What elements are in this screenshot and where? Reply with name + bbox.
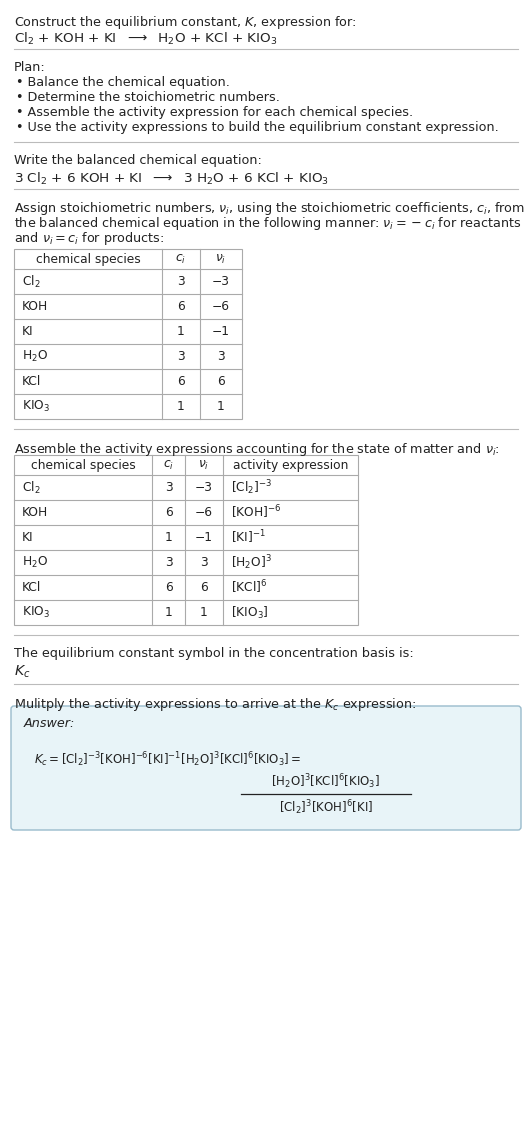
Text: 1: 1 [177,325,185,338]
Text: Cl$_2$ + KOH + KI  $\longrightarrow$  H$_2$O + KCl + KIO$_3$: Cl$_2$ + KOH + KI $\longrightarrow$ H$_2… [14,31,278,48]
Text: KI: KI [22,325,34,338]
Text: 6: 6 [164,506,172,518]
Text: • Use the activity expressions to build the equilibrium constant expression.: • Use the activity expressions to build … [16,121,499,134]
Text: Answer:: Answer: [24,717,75,730]
Text: 6: 6 [164,581,172,594]
Text: 3: 3 [177,350,185,363]
Text: 6: 6 [177,375,185,388]
Text: KOH: KOH [22,506,48,518]
Text: chemical species: chemical species [36,252,140,266]
Text: [Cl$_2$]$^{-3}$: [Cl$_2$]$^{-3}$ [231,478,272,497]
Text: −1: −1 [212,325,230,338]
Text: • Balance the chemical equation.: • Balance the chemical equation. [16,76,230,89]
Text: Write the balanced chemical equation:: Write the balanced chemical equation: [14,154,262,168]
Text: −3: −3 [195,481,213,494]
Text: −6: −6 [212,300,230,314]
Text: Cl$_2$: Cl$_2$ [22,274,40,290]
Text: [KOH]$^{-6}$: [KOH]$^{-6}$ [231,504,281,521]
Text: [KCl]$^6$: [KCl]$^6$ [231,578,268,597]
Text: 1: 1 [177,400,185,413]
Text: activity expression: activity expression [233,458,348,472]
Text: 1: 1 [164,606,172,619]
Text: • Assemble the activity expression for each chemical species.: • Assemble the activity expression for e… [16,106,413,119]
Text: Mulitply the activity expressions to arrive at the $K_c$ expression:: Mulitply the activity expressions to arr… [14,696,416,713]
Text: −1: −1 [195,531,213,544]
Text: $[\mathrm{Cl_2}]^3[\mathrm{KOH}]^6[\mathrm{KI}]$: $[\mathrm{Cl_2}]^3[\mathrm{KOH}]^6[\math… [279,799,373,817]
Text: 1: 1 [164,531,172,544]
Text: 3: 3 [177,275,185,288]
Text: chemical species: chemical species [31,458,135,472]
Text: $\nu_i$: $\nu_i$ [215,252,227,266]
Text: and $\nu_i = c_i$ for products:: and $\nu_i = c_i$ for products: [14,230,164,247]
Text: Assign stoichiometric numbers, $\nu_i$, using the stoichiometric coefficients, $: Assign stoichiometric numbers, $\nu_i$, … [14,200,525,217]
Text: The equilibrium constant symbol in the concentration basis is:: The equilibrium constant symbol in the c… [14,648,414,660]
Text: $K_c = [\mathrm{Cl_2}]^{-3}[\mathrm{KOH}]^{-6}[\mathrm{KI}]^{-1}[\mathrm{H_2O}]^: $K_c = [\mathrm{Cl_2}]^{-3}[\mathrm{KOH}… [34,751,301,770]
Text: 3: 3 [164,481,172,494]
Text: $c_i$: $c_i$ [163,458,174,472]
Text: KIO$_3$: KIO$_3$ [22,604,50,620]
Text: Assemble the activity expressions accounting for the state of matter and $\nu_i$: Assemble the activity expressions accoun… [14,441,500,458]
Text: [KIO$_3$]: [KIO$_3$] [231,604,269,620]
Text: H$_2$O: H$_2$O [22,555,48,571]
FancyBboxPatch shape [11,706,521,830]
Text: $\nu_i$: $\nu_i$ [198,458,210,472]
Text: 3 Cl$_2$ + 6 KOH + KI  $\longrightarrow$  3 H$_2$O + 6 KCl + KIO$_3$: 3 Cl$_2$ + 6 KOH + KI $\longrightarrow$ … [14,171,329,187]
Text: H$_2$O: H$_2$O [22,349,48,365]
Text: KI: KI [22,531,34,544]
Text: KCl: KCl [22,375,41,388]
Text: [KI]$^{-1}$: [KI]$^{-1}$ [231,529,266,547]
Text: Cl$_2$: Cl$_2$ [22,480,40,496]
Text: 6: 6 [177,300,185,314]
Text: KIO$_3$: KIO$_3$ [22,398,50,414]
Text: 6: 6 [217,375,225,388]
Text: $c_i$: $c_i$ [176,252,187,266]
Text: 1: 1 [217,400,225,413]
Text: $[\mathrm{H_2O}]^3[\mathrm{KCl}]^6[\mathrm{KIO_3}]$: $[\mathrm{H_2O}]^3[\mathrm{KCl}]^6[\math… [271,773,380,791]
Text: KOH: KOH [22,300,48,314]
Bar [14,249,242,419]
Text: $K_c$: $K_c$ [14,664,30,680]
Text: KCl: KCl [22,581,41,594]
Text: Plan:: Plan: [14,61,46,74]
Text: 3: 3 [164,556,172,569]
Text: [H$_2$O]$^3$: [H$_2$O]$^3$ [231,554,272,572]
Text: 3: 3 [200,556,208,569]
Bar [14,455,358,625]
Text: • Determine the stoichiometric numbers.: • Determine the stoichiometric numbers. [16,91,280,104]
Text: 1: 1 [200,606,208,619]
Text: 3: 3 [217,350,225,363]
Text: −3: −3 [212,275,230,288]
Text: 6: 6 [200,581,208,594]
Text: the balanced chemical equation in the following manner: $\nu_i = -c_i$ for react: the balanced chemical equation in the fo… [14,215,521,232]
Text: Construct the equilibrium constant, $K$, expression for:: Construct the equilibrium constant, $K$,… [14,14,356,31]
Text: −6: −6 [195,506,213,518]
